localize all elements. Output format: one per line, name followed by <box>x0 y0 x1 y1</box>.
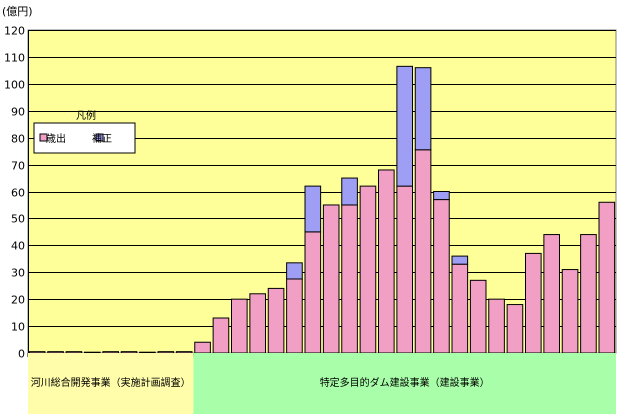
bar-supplementary <box>433 191 450 201</box>
y-tick-label: 80 <box>11 133 25 146</box>
bar-spending <box>286 278 303 354</box>
bar-spending <box>598 201 616 354</box>
category-group-band <box>193 353 616 414</box>
bar-spending <box>304 231 322 354</box>
bar-spending <box>414 149 432 354</box>
legend-label-spending: 歳出 <box>46 132 66 145</box>
bar-spending <box>506 304 524 354</box>
y-tick-label: 90 <box>11 106 25 119</box>
category-group-label: 河川総合開発事業（実施計画調査） <box>31 376 191 389</box>
bar-supplementary <box>304 185 322 233</box>
bar-spending <box>396 185 413 354</box>
legend: 凡例 歳出 補正 <box>33 109 136 154</box>
legend-swatch-supplementary <box>95 133 104 142</box>
bar-spending <box>322 204 340 354</box>
bar-spending <box>359 185 377 354</box>
bar-spending <box>525 252 542 354</box>
y-tick-label: 20 <box>11 294 25 307</box>
y-tick-label: 100 <box>4 79 25 92</box>
category-group-label: 特定多目的ダム建設事業（建設事業） <box>320 376 490 389</box>
bar-spending <box>469 279 487 354</box>
y-tick-label: 110 <box>4 52 25 65</box>
legend-label-supplementary: 補正 <box>92 132 112 145</box>
bar-spending <box>488 298 505 354</box>
bar-spending <box>194 341 211 354</box>
y-tick-label: 30 <box>11 267 25 280</box>
legend-box <box>33 122 136 154</box>
bar-spending <box>212 317 230 354</box>
bar-supplementary <box>451 255 469 265</box>
y-tick-label: 10 <box>11 321 25 334</box>
category-group-band <box>28 353 194 414</box>
legend-title: 凡例 <box>76 109 96 122</box>
bar-spending <box>249 293 266 354</box>
legend-swatch-spending <box>39 133 48 142</box>
bar-spending <box>561 269 579 354</box>
bars <box>28 65 616 354</box>
y-tick-label: 70 <box>11 160 25 173</box>
y-tick-label: 50 <box>11 213 25 226</box>
y-axis-unit-label: (億円) <box>2 5 33 18</box>
y-tick-label: 60 <box>11 187 25 200</box>
bar-supplementary <box>286 262 303 280</box>
y-axis: 0 10 20 30 40 50 60 70 80 90 100 110 120 <box>4 25 29 361</box>
bar-supplementary <box>414 67 432 151</box>
bar-supplementary <box>341 177 358 206</box>
category-groups: 河川総合開発事業（実施計画調査） 特定多目的ダム建設事業（建設事業） <box>28 353 616 414</box>
y-tick-label: 40 <box>11 240 25 253</box>
y-tick-label: 0 <box>18 348 25 361</box>
bar-supplementary <box>396 65 413 187</box>
bar-spending <box>451 263 469 354</box>
y-tick-label: 120 <box>4 25 25 38</box>
bar-spending <box>543 234 560 354</box>
bar-spending <box>231 298 248 354</box>
bar-spending <box>341 204 358 354</box>
bar-spending <box>580 234 597 354</box>
bar-spending <box>267 287 285 354</box>
bar-spending <box>378 169 395 354</box>
bar-spending <box>433 199 450 354</box>
